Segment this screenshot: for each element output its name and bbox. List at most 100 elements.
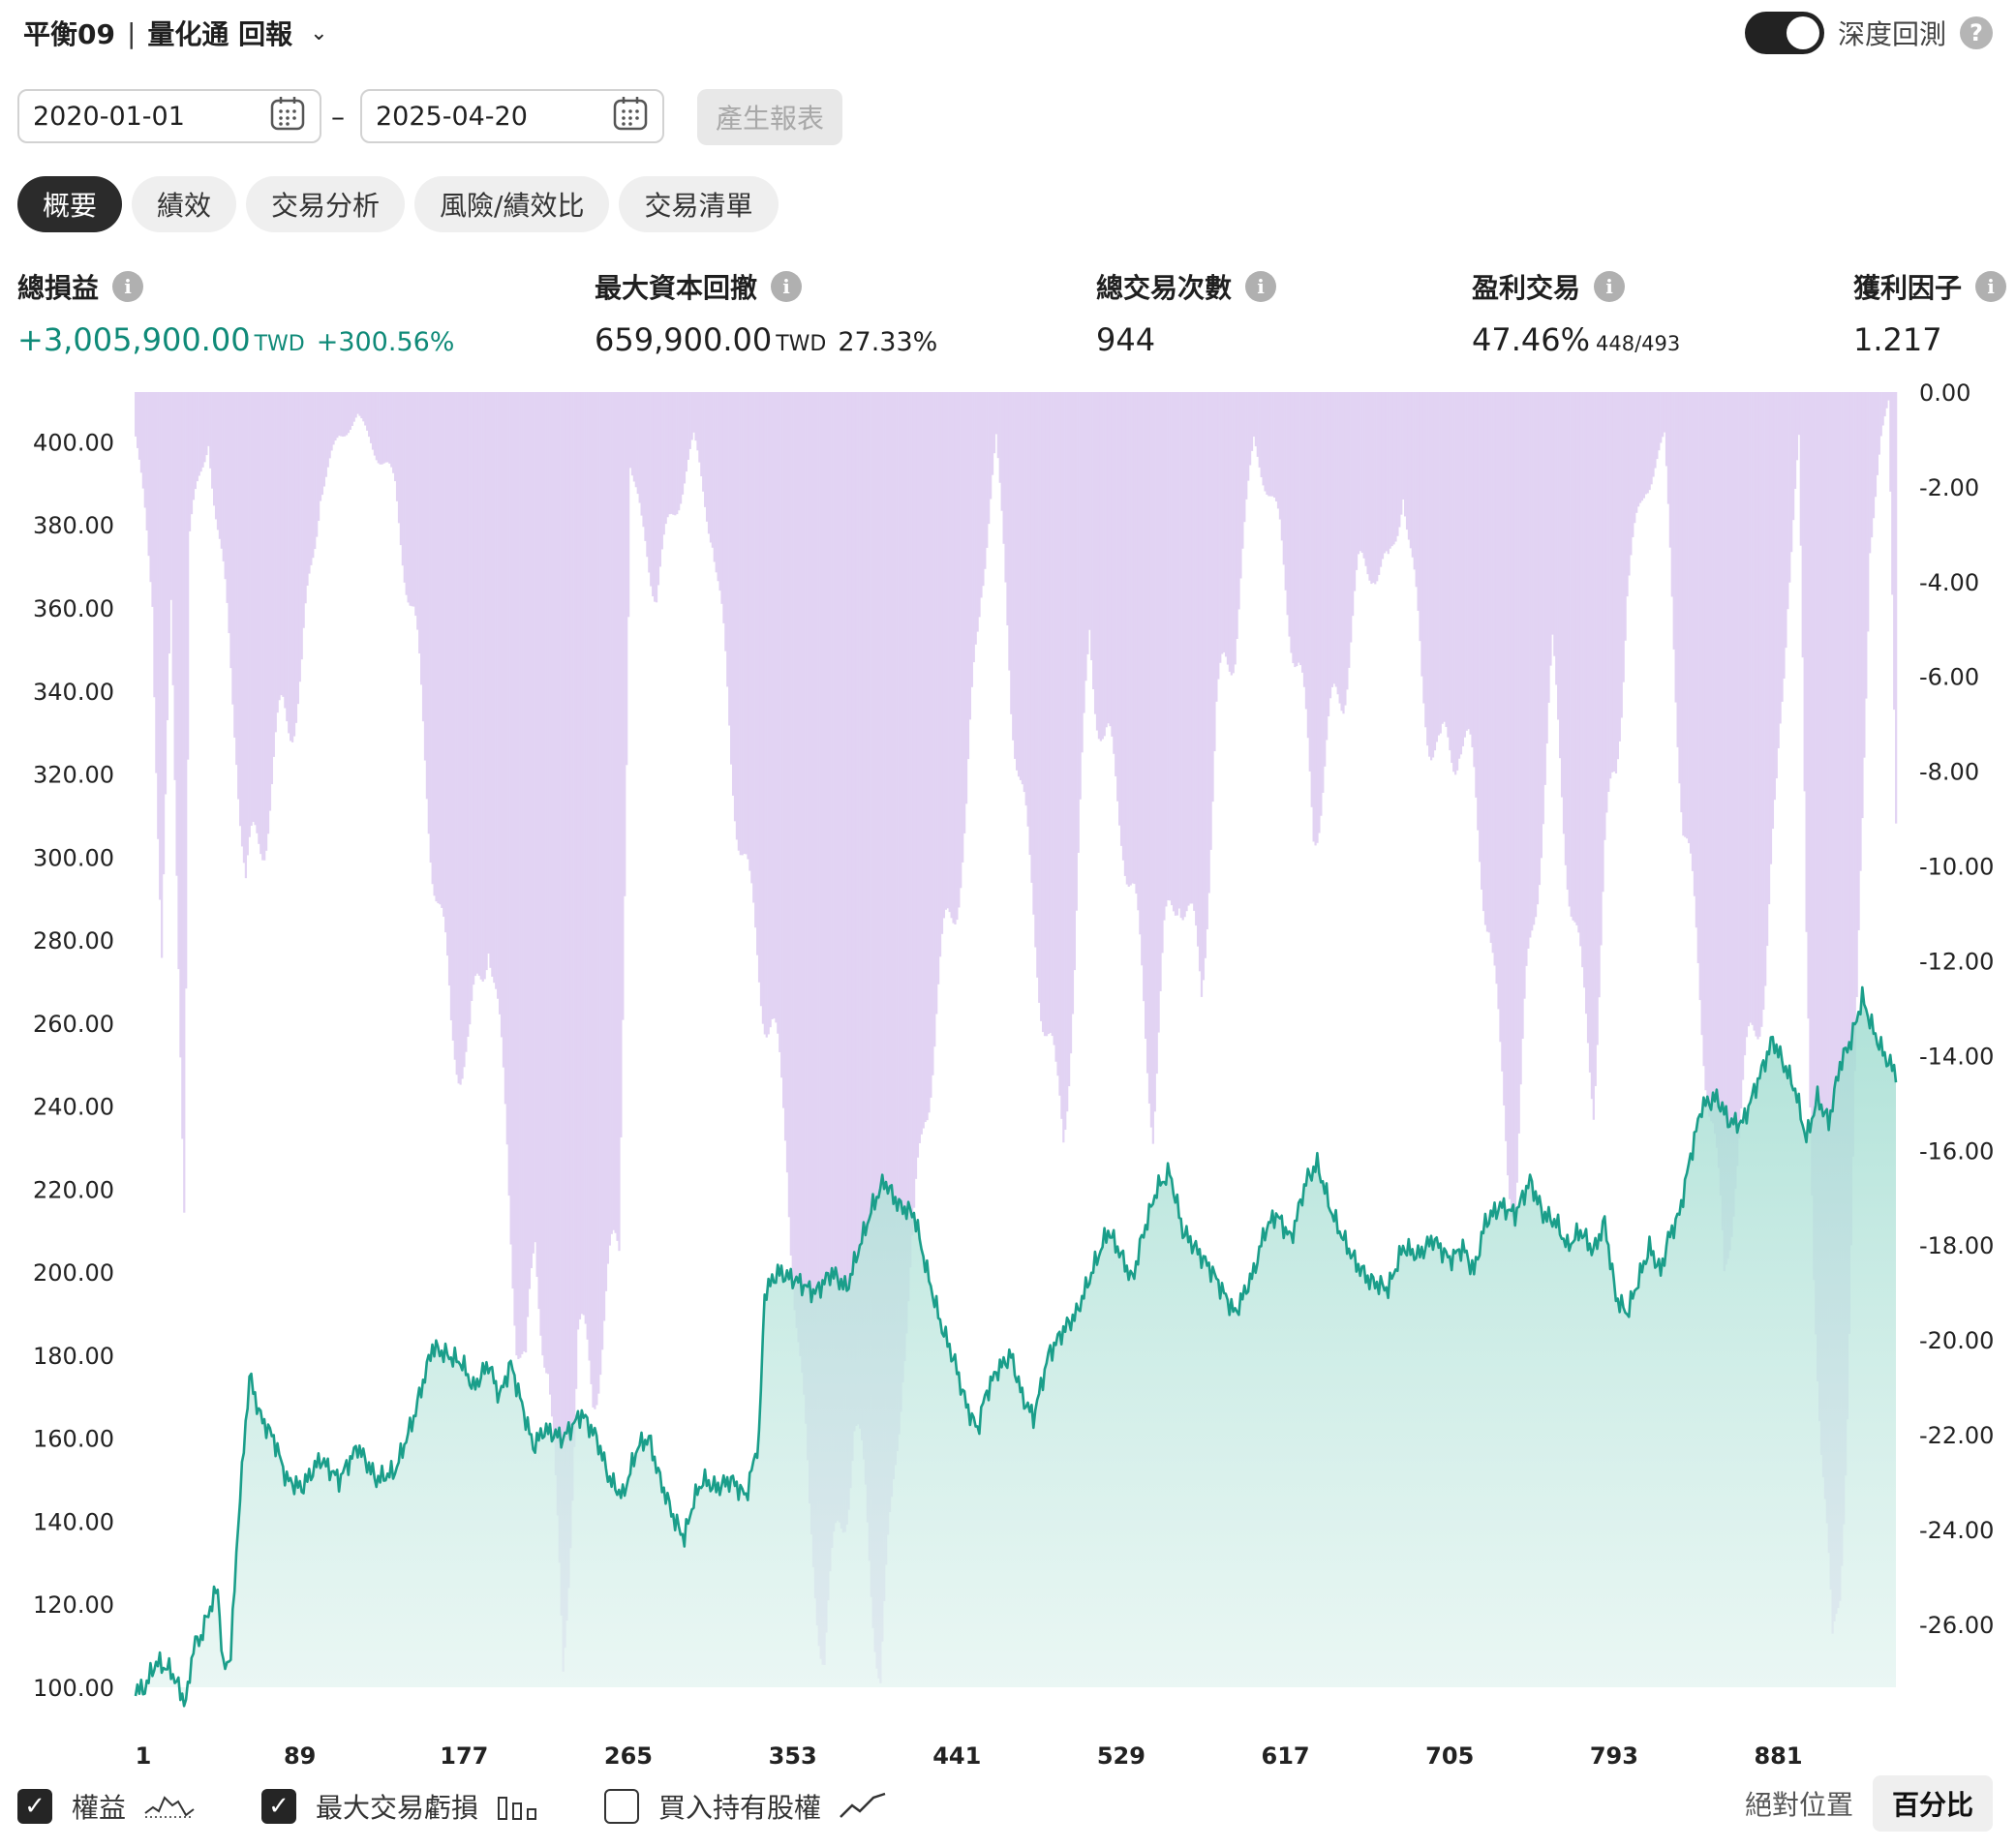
drawdown-bar [658,392,662,567]
drawdown-bar [871,392,874,1628]
drawdown-bar [1226,392,1230,665]
drawdown-bar [578,392,582,1319]
drawdown-bar [1712,392,1715,1124]
drawdown-bar [664,392,667,525]
info-icon[interactable]: i [112,271,144,302]
drawdown-bar [702,392,705,492]
drawdown-bar [523,392,526,1352]
drawdown-bar [791,392,794,1287]
stat-value: 944 [1096,321,1156,358]
drawdown-bar [767,392,770,1035]
drawdown-bar [1000,392,1003,511]
drawdown-bar [1583,392,1586,988]
drawdown-bar [1879,392,1882,437]
drawdown-bar [1326,392,1329,741]
chevron-down-icon[interactable]: ⌄ [310,20,328,45]
drawdown-bar [298,392,301,682]
drawdown-bar [1437,392,1440,736]
drawdown-bar [445,392,449,956]
drawdown-bar [1848,392,1851,1334]
drawdown-bar [782,392,785,1108]
equity-drawdown-chart[interactable]: 400.00 380.00 360.00 340.00 320.00 300.00 280.… [0,378,2016,1772]
drawdown-bar [342,392,345,438]
drawdown-bar [1612,392,1616,773]
left-tick-label: 140.00 [33,1508,114,1535]
drawdown-bar [373,392,377,456]
deep-backtest-toggle[interactable] [1744,12,1824,54]
report-title[interactable]: 平衡09 | 量化通 回報 ⌄ [23,14,328,52]
tab-trade-list[interactable]: 交易清單 [619,176,779,232]
drawdown-bar [1069,392,1073,1054]
drawdown-bar [1239,392,1242,579]
bar-chart-icon [496,1792,538,1821]
x-tick-label: 265 [604,1742,653,1770]
drawdown-bar [1529,392,1532,938]
drawdown-bar [292,392,296,737]
equity-checkbox[interactable]: ✓ [17,1789,52,1824]
info-icon[interactable]: i [1594,271,1626,302]
drawdown-bar [944,392,947,910]
drawdown-bar [254,392,257,826]
tab-performance[interactable]: 績效 [132,176,237,232]
drawdown-bar [1638,392,1642,503]
info-icon[interactable]: i [1245,271,1277,302]
drawdown-bar [688,392,691,449]
drawdown-bar [1064,392,1067,1131]
info-icon[interactable]: i [771,271,803,302]
help-icon[interactable]: ? [1960,16,1993,49]
calendar-icon[interactable] [269,95,306,138]
calendar-icon[interactable] [612,95,649,138]
drawdown-bar [946,392,949,909]
drawdown-bar [453,392,456,1060]
drawdown-bar [286,392,289,722]
legend-max-trade-loss[interactable]: ✓ 最大交易虧損 [261,1787,538,1826]
drawdown-bar [1131,392,1134,884]
drawdown-bar [1833,392,1836,1621]
drawdown-bar [461,392,464,1079]
drawdown-bar [849,392,852,1489]
legend-buy-hold[interactable]: 買入持有股權 [604,1787,887,1826]
drawdown-bar [1447,392,1450,738]
drawdown-bar [1449,392,1451,751]
mode-percent[interactable]: 百分比 [1872,1775,1993,1832]
drawdown-bar [414,392,417,617]
drawdown-bar [1336,392,1339,695]
drawdown-bar [1708,392,1711,1117]
drawdown-bar [244,392,248,879]
drawdown-bar [332,392,335,445]
drawdown-bar [646,392,649,558]
drawdown-bar [1266,392,1268,496]
drawdown-bar [1747,392,1750,1027]
drawdown-bar [1141,392,1144,966]
drawdown-bar [528,392,532,1289]
max-trade-loss-checkbox[interactable]: ✓ [261,1789,297,1824]
drawdown-bar [881,392,884,1642]
drawdown-bar [1019,392,1023,780]
drawdown-bar [743,392,746,855]
tab-trade-analysis[interactable]: 交易分析 [246,176,406,232]
drawdown-bar [1206,392,1208,930]
generate-report-button[interactable]: 產生報表 [697,89,842,145]
drawdown-bar [1260,392,1263,477]
drawdown-bar [169,392,172,600]
start-date-field[interactable]: 2020-01-01 [17,89,321,143]
end-date-field[interactable]: 2025-04-20 [360,89,664,143]
drawdown-bar [166,392,169,720]
drawdown-bar [1702,392,1705,1067]
tab-risk-ratio[interactable]: 風險/績效比 [414,176,610,232]
drawdown-bar [1698,392,1701,1001]
legend-equity[interactable]: ✓ 權益 [17,1787,196,1826]
drawdown-bar [1719,392,1723,1196]
drawdown-bar [181,392,184,1139]
drawdown-bar [809,392,811,1504]
buy-hold-checkbox[interactable] [604,1789,640,1824]
mode-absolute[interactable]: 絕對位置 [1744,1789,1853,1821]
drawdown-bar [860,392,864,1440]
drawdown-bar [779,392,781,1052]
tab-overview[interactable]: 概要 [17,176,123,232]
info-icon[interactable]: i [1975,271,2007,302]
drawdown-bar [1067,392,1071,1087]
drawdown-bar [1245,392,1248,500]
drawdown-bar [1387,392,1390,555]
drawdown-bar [1523,392,1526,999]
